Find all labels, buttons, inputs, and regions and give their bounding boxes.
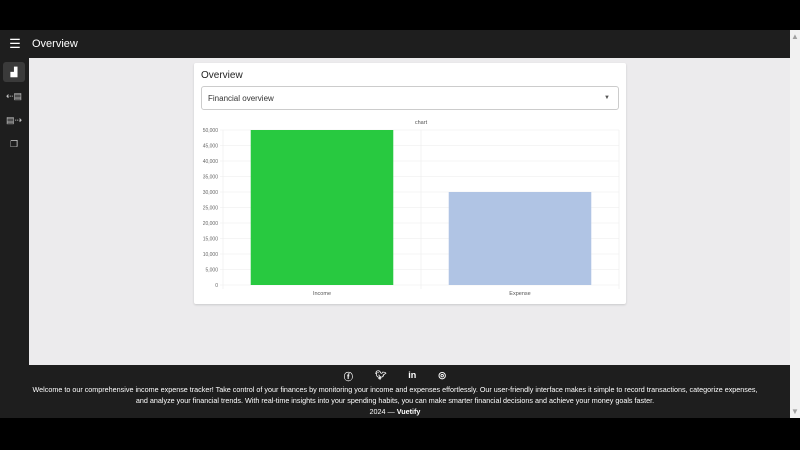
- calendar-icon: ❐: [9, 138, 19, 149]
- y-tick-label: 45,000: [203, 144, 219, 150]
- sidebar: ▟ ⇠▤ ▤⇢ ❐: [0, 58, 29, 365]
- y-tick-label: 35,000: [203, 175, 219, 181]
- y-tick-label: 20,000: [203, 221, 219, 227]
- select-value: Financial overview: [208, 93, 274, 103]
- y-tick-label: 15,000: [203, 237, 219, 243]
- bar-expense: [448, 192, 592, 285]
- instagram-icon[interactable]: ◎: [438, 370, 447, 380]
- bar-income: [250, 130, 394, 285]
- facebook-icon[interactable]: ⓕ: [343, 372, 353, 382]
- sidebar-item-expense[interactable]: ▤⇢: [3, 110, 25, 130]
- overview-card: Overview Financial overview ▼ chart 0 5,00…: [194, 63, 626, 304]
- chevron-down-icon: ▼: [604, 95, 610, 101]
- linkedin-icon[interactable]: in: [408, 370, 417, 380]
- footer: ⓕ 🐦︎ in ◎ Welcome to our comprehensive i…: [0, 365, 790, 418]
- overview-select[interactable]: Financial overview ▼: [201, 86, 619, 110]
- page-title: Overview: [32, 38, 78, 50]
- expense-icon: ▤⇢: [5, 114, 23, 125]
- y-tick-label: 40,000: [203, 159, 219, 165]
- card-title: Overview: [201, 70, 243, 81]
- y-tick-label: 0: [215, 283, 218, 289]
- sidebar-item-income[interactable]: ⇠▤: [3, 86, 25, 106]
- footer-year: 2024 —: [369, 407, 395, 416]
- chart-title: chart: [415, 120, 428, 126]
- app: ☰ Overview ▟ ⇠▤ ▤⇢ ❐ Overview Financial …: [0, 30, 790, 418]
- bar-chart: chart 0 5,000 10,000 15,000 20,000 25,000 30,00…: [203, 120, 620, 297]
- sidebar-item-calendar[interactable]: ❐: [3, 134, 25, 154]
- income-icon: ⇠▤: [5, 90, 23, 101]
- sidebar-item-overview[interactable]: ▟: [3, 62, 25, 82]
- menu-icon[interactable]: ☰: [9, 36, 21, 51]
- x-tick-label: Expense: [509, 291, 530, 297]
- y-tick-label: 30,000: [203, 190, 219, 196]
- app-bar: ☰ Overview: [0, 30, 790, 58]
- y-tick-label: 10,000: [203, 252, 219, 258]
- twitter-icon[interactable]: 🐦︎: [374, 370, 387, 380]
- footer-description: Welcome to our comprehensive income expe…: [32, 385, 758, 405]
- y-tick-label: 5,000: [205, 268, 218, 274]
- y-tick-label: 50,000: [203, 128, 219, 134]
- footer-brand: Vuetify: [396, 407, 421, 416]
- scrollbar[interactable]: ▲ ▼: [790, 30, 800, 418]
- bar-chart-icon: ▟: [10, 66, 18, 77]
- x-tick-label: Income: [313, 291, 331, 297]
- y-tick-label: 25,000: [203, 206, 219, 212]
